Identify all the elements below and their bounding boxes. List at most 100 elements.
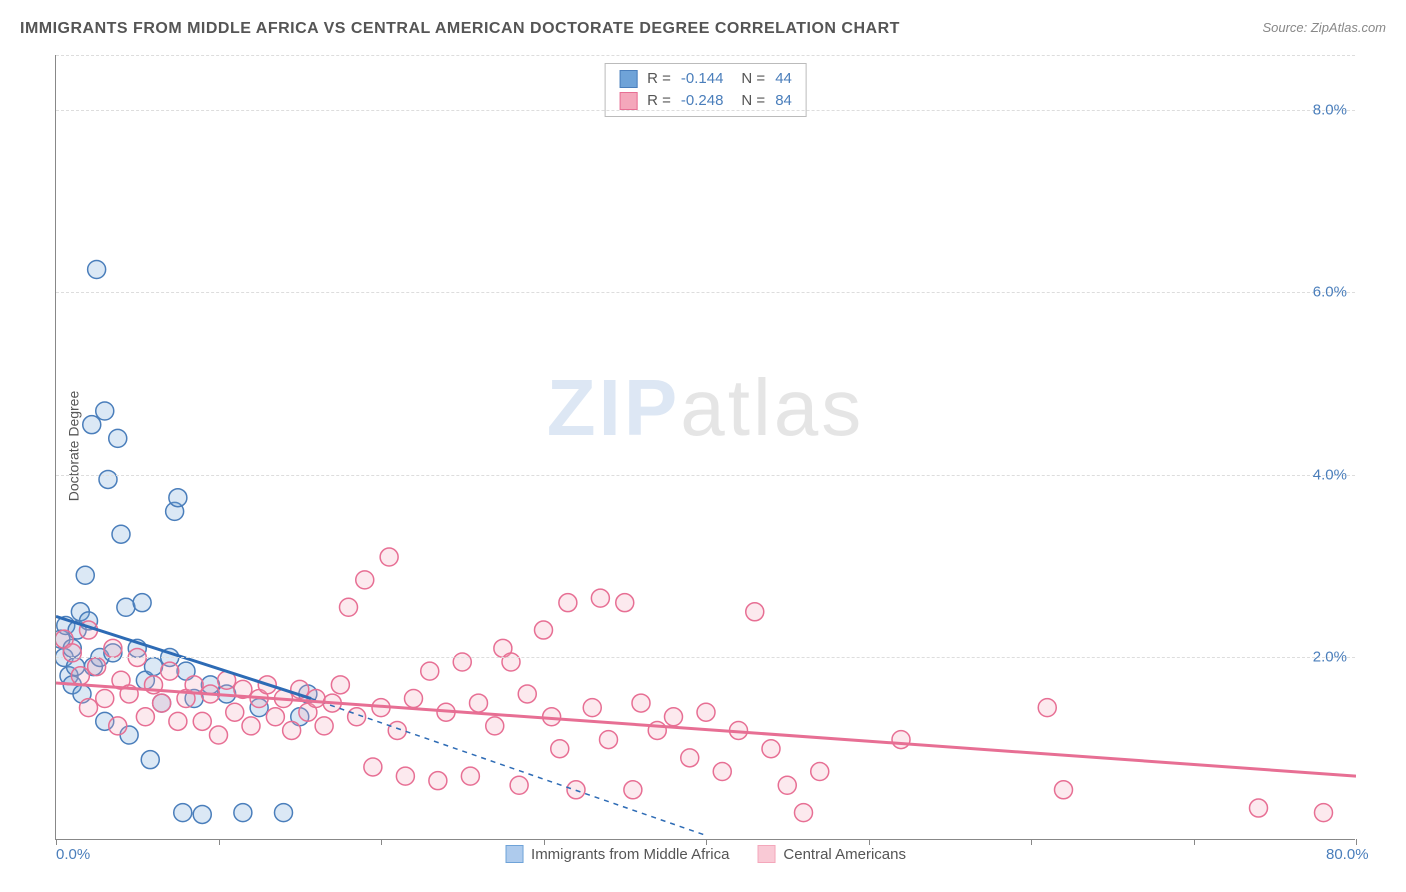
scatter-point — [226, 703, 244, 721]
scatter-point — [470, 694, 488, 712]
scatter-point — [795, 804, 813, 822]
scatter-point — [746, 603, 764, 621]
scatter-point — [453, 653, 471, 671]
scatter-point — [174, 804, 192, 822]
y-tick-label: 8.0% — [1313, 101, 1347, 118]
scatter-point — [80, 699, 98, 717]
chart-title: IMMIGRANTS FROM MIDDLE AFRICA VS CENTRAL… — [20, 20, 900, 38]
scatter-point — [145, 658, 163, 676]
legend-n-value-2: 84 — [775, 90, 792, 112]
series-legend-item-1: Immigrants from Middle Africa — [505, 845, 729, 863]
scatter-point — [396, 767, 414, 785]
scatter-point — [88, 261, 106, 279]
series-legend-item-2: Central Americans — [757, 845, 906, 863]
scatter-point — [242, 717, 260, 735]
legend-r-label-1: R = — [647, 68, 671, 90]
scatter-point — [356, 571, 374, 589]
scatter-point — [429, 772, 447, 790]
scatter-point — [315, 717, 333, 735]
scatter-point — [210, 726, 228, 744]
y-tick-label: 4.0% — [1313, 466, 1347, 483]
scatter-svg — [56, 55, 1356, 840]
scatter-point — [109, 429, 127, 447]
scatter-point — [340, 598, 358, 616]
legend-n-label-1: N = — [741, 68, 765, 90]
scatter-point — [153, 694, 171, 712]
scatter-point — [1038, 699, 1056, 717]
scatter-point — [405, 690, 423, 708]
scatter-point — [811, 763, 829, 781]
scatter-point — [632, 694, 650, 712]
scatter-point — [283, 721, 301, 739]
scatter-point — [331, 676, 349, 694]
x-tick — [219, 839, 220, 845]
x-tick — [1031, 839, 1032, 845]
x-tick — [869, 839, 870, 845]
x-tick-label: 80.0% — [1326, 846, 1369, 863]
scatter-point — [518, 685, 536, 703]
scatter-point — [275, 804, 293, 822]
scatter-point — [1315, 804, 1333, 822]
series-swatch-1 — [505, 845, 523, 863]
scatter-point — [591, 589, 609, 607]
scatter-point — [1250, 799, 1268, 817]
scatter-point — [535, 621, 553, 639]
x-tick — [56, 839, 57, 845]
gridline — [56, 55, 1355, 56]
source-attribution: Source: ZipAtlas.com — [1262, 20, 1386, 35]
scatter-point — [99, 470, 117, 488]
scatter-point — [76, 566, 94, 584]
scatter-point — [461, 767, 479, 785]
legend-r-value-1: -0.144 — [681, 68, 724, 90]
scatter-point — [892, 731, 910, 749]
scatter-point — [624, 781, 642, 799]
scatter-point — [551, 740, 569, 758]
scatter-point — [600, 731, 618, 749]
x-tick — [1194, 839, 1195, 845]
series-label-2: Central Americans — [783, 846, 906, 863]
scatter-point — [96, 690, 114, 708]
gridline — [56, 110, 1355, 111]
scatter-point — [193, 712, 211, 730]
legend-swatch-1 — [619, 70, 637, 88]
scatter-point — [234, 804, 252, 822]
scatter-point — [583, 699, 601, 717]
x-tick — [1356, 839, 1357, 845]
scatter-point — [169, 489, 187, 507]
scatter-point — [502, 653, 520, 671]
legend-r-value-2: -0.248 — [681, 90, 724, 112]
legend-n-label-2: N = — [741, 90, 765, 112]
scatter-point — [71, 667, 89, 685]
scatter-point — [141, 751, 159, 769]
x-tick — [544, 839, 545, 845]
series-swatch-2 — [757, 845, 775, 863]
legend-n-value-1: 44 — [775, 68, 792, 90]
scatter-point — [193, 805, 211, 823]
scatter-point — [88, 658, 106, 676]
scatter-point — [1055, 781, 1073, 799]
scatter-point — [681, 749, 699, 767]
y-tick-label: 6.0% — [1313, 284, 1347, 301]
scatter-point — [112, 525, 130, 543]
gridline — [56, 292, 1355, 293]
scatter-point — [616, 594, 634, 612]
scatter-point — [388, 721, 406, 739]
x-tick — [706, 839, 707, 845]
legend-swatch-2 — [619, 92, 637, 110]
plot-area: ZIPatlas R = -0.144 N = 44 R = -0.248 N … — [55, 55, 1355, 840]
legend-r-label-2: R = — [647, 90, 671, 112]
scatter-point — [169, 712, 187, 730]
legend-row-series-2: R = -0.248 N = 84 — [619, 90, 792, 112]
scatter-point — [109, 717, 127, 735]
scatter-point — [510, 776, 528, 794]
scatter-point — [697, 703, 715, 721]
scatter-point — [380, 548, 398, 566]
scatter-point — [778, 776, 796, 794]
series-label-1: Immigrants from Middle Africa — [531, 846, 729, 863]
scatter-point — [421, 662, 439, 680]
scatter-point — [96, 402, 114, 420]
series-legend: Immigrants from Middle Africa Central Am… — [505, 845, 906, 863]
x-tick — [381, 839, 382, 845]
scatter-point — [364, 758, 382, 776]
scatter-point — [63, 644, 81, 662]
